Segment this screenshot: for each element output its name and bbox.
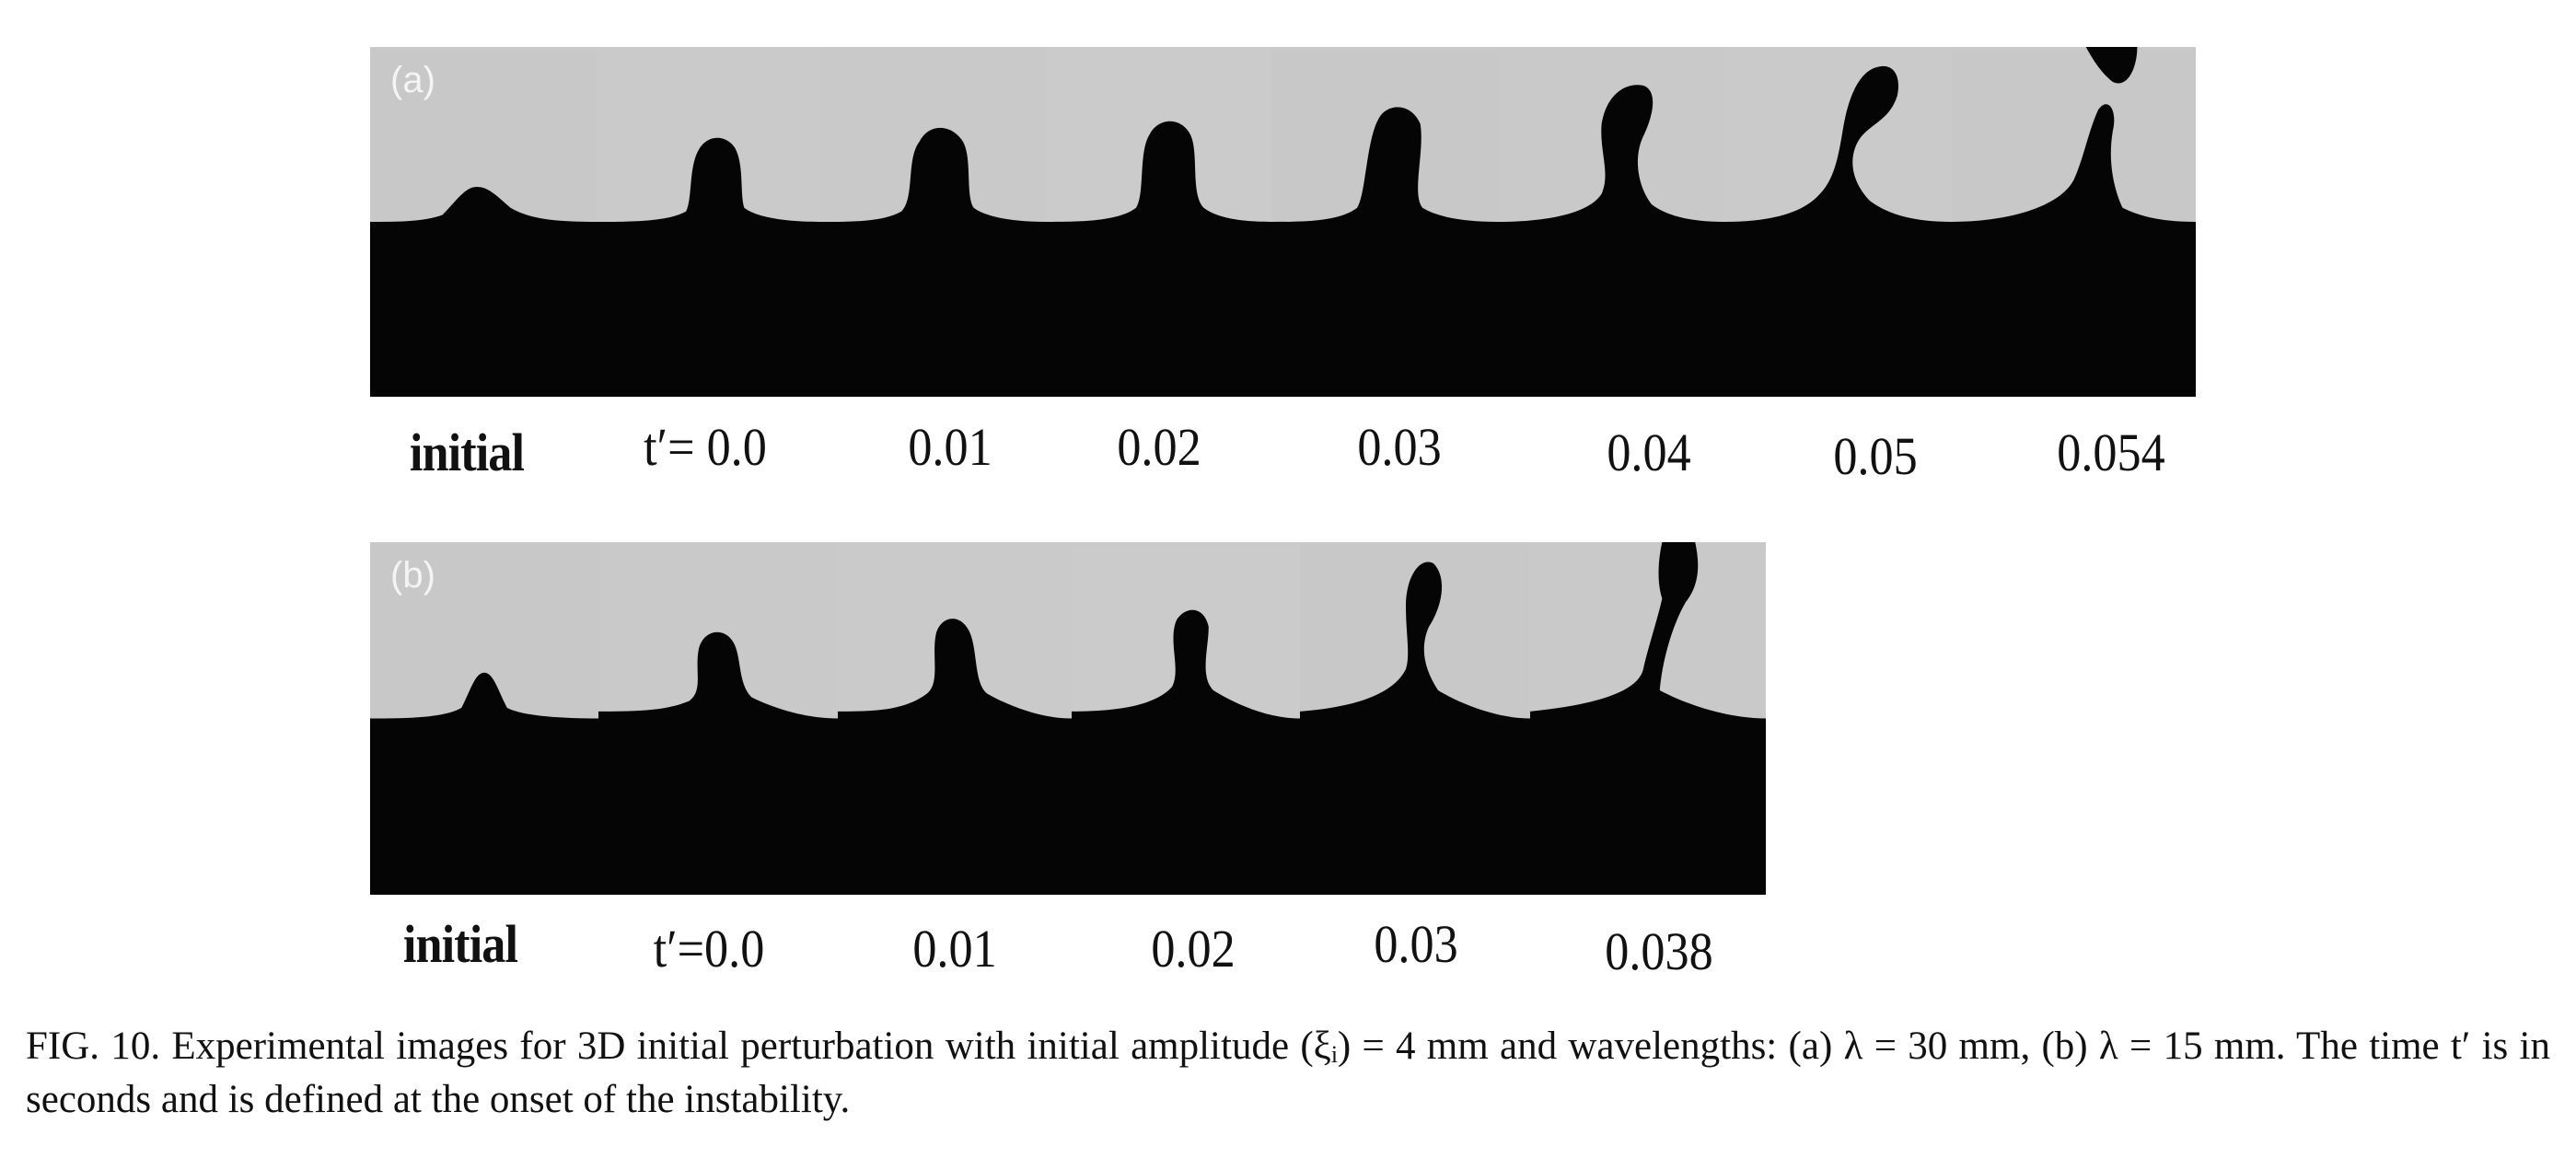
panel-b-image-strip: (b) [370,542,1766,895]
label-a-005: 0.05 [1833,426,1918,486]
frame-a-0054 [1952,47,2196,397]
figure-caption: FIG. 10. Experimental images for 3D init… [26,1025,2550,1121]
label-a-004: 0.04 [1607,423,1691,482]
label-a-0054: 0.054 [2057,423,2165,482]
frame-a-initial: (a) [370,47,597,397]
frame-a-005 [1724,47,1952,397]
label-a-initial: initial [409,423,525,482]
frame-a-004 [1497,47,1724,397]
frame-a-002 [1046,47,1271,397]
label-b-initial: initial [402,914,518,974]
label-b-0038: 0.038 [1605,921,1713,981]
frame-b-0038 [1530,542,1766,895]
panel-b-letter: (b) [390,555,435,596]
frame-b-initial: (b) [370,542,598,895]
label-a-t0: t′= 0.0 [644,417,767,477]
panel-a-letter: (a) [390,60,435,100]
frame-a-t0 [597,47,820,397]
panel-a-image-strip: (a) [370,47,2196,397]
frame-a-003 [1271,47,1497,397]
frame-b-001 [838,542,1072,895]
label-a-002: 0.02 [1117,417,1201,477]
label-a-001: 0.01 [908,417,992,477]
frame-b-003 [1300,542,1530,895]
frame-b-002 [1072,542,1300,895]
frame-b-t0 [598,542,838,895]
label-b-001: 0.01 [912,919,997,979]
label-b-t0: t′=0.0 [653,919,765,979]
label-a-003: 0.03 [1357,417,1442,477]
label-b-002: 0.02 [1151,919,1236,979]
label-b-003: 0.03 [1374,914,1458,974]
frame-a-001 [820,47,1046,397]
